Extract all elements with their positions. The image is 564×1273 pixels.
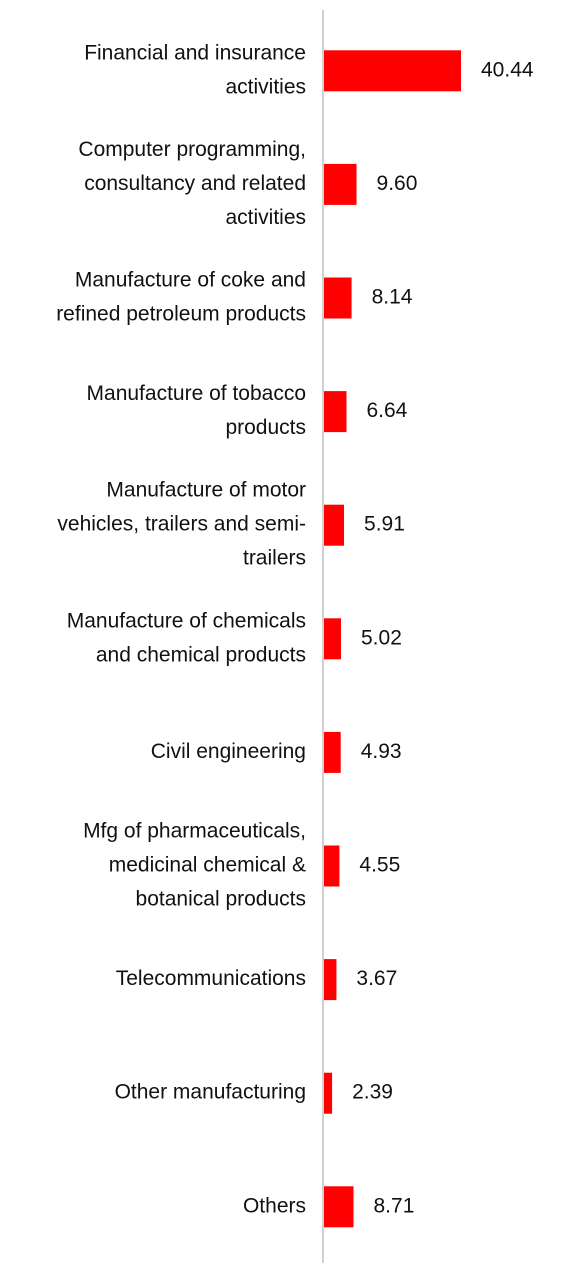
category-label: products [225, 416, 306, 439]
category-label: Other manufacturing [115, 1081, 306, 1104]
value-label: 40.44 [481, 58, 534, 81]
value-label: 3.67 [356, 967, 397, 990]
category-label: vehicles, trailers and semi- [57, 513, 306, 536]
bar [324, 1072, 333, 1114]
value-label: 2.39 [352, 1081, 393, 1104]
category-label: Others [243, 1194, 306, 1217]
bar [324, 504, 345, 546]
category-label: Computer programming, [78, 138, 306, 161]
bars-group [324, 50, 461, 1228]
value-label: 4.93 [361, 740, 402, 763]
bar [324, 277, 352, 319]
category-label: Financial and insurance [84, 41, 306, 64]
category-label: activities [225, 206, 306, 229]
value-label: 6.64 [366, 399, 407, 422]
category-label: Manufacture of chemicals [67, 609, 306, 632]
bar [324, 391, 347, 433]
category-label: medicinal chemical & [109, 854, 306, 877]
category-label: Telecommunications [116, 967, 306, 990]
value-label: 5.02 [361, 626, 402, 649]
category-label: Manufacture of coke and [75, 269, 306, 292]
category-label: Civil engineering [151, 740, 306, 763]
value-label: 8.14 [372, 286, 413, 309]
category-label: activities [225, 75, 306, 98]
value-label: 5.91 [364, 513, 405, 536]
bar [324, 959, 337, 1001]
category-label: refined petroleum products [56, 303, 306, 326]
bar [324, 731, 341, 773]
category-label: trailers [243, 547, 306, 570]
bar [324, 845, 340, 887]
value-label: 9.60 [377, 172, 418, 195]
category-label: Mfg of pharmaceuticals, [83, 820, 306, 843]
category-label: Manufacture of motor [106, 479, 306, 502]
value-label: 8.71 [374, 1194, 415, 1217]
category-label: Manufacture of tobacco [87, 382, 306, 405]
category-label: botanical products [136, 888, 306, 911]
bar [324, 618, 342, 660]
value-label: 4.55 [359, 854, 400, 877]
category-label: consultancy and related [84, 172, 306, 195]
value-labels-group: 40.44 9.60 8.14 6.64 5.91 5.02 4.93 4.55 3.67 2.3… [352, 58, 534, 1217]
bar [324, 163, 357, 205]
category-label: and chemical products [96, 643, 306, 666]
category-labels-group: Financial and insurance activities Compute… [56, 41, 306, 1217]
bar [324, 1186, 354, 1228]
bar [324, 50, 461, 92]
